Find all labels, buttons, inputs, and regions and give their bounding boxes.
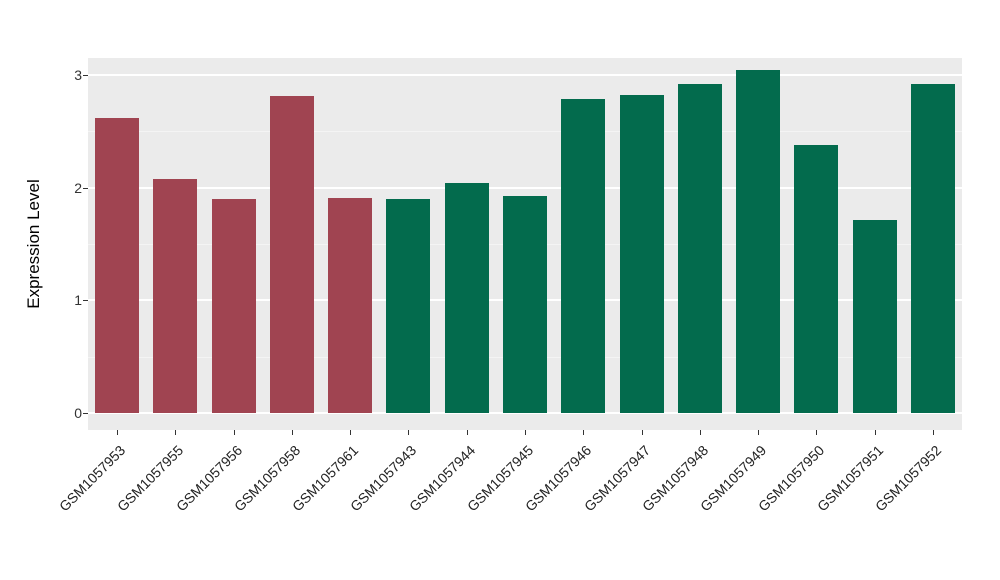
bar-GSM1057945: [503, 195, 547, 413]
y-tick-mark: [83, 413, 88, 414]
x-tick-mark: [816, 430, 817, 435]
x-tick-mark: [933, 430, 934, 435]
x-tick-mark: [292, 430, 293, 435]
bar-GSM1057950: [794, 144, 838, 413]
bar-GSM1057947: [620, 95, 664, 413]
y-axis-title: Expression Level: [24, 179, 43, 309]
bar-GSM1057949: [736, 70, 780, 413]
y-tick-label: 0: [74, 405, 82, 421]
x-tick-mark: [758, 430, 759, 435]
y-tick-mark: [83, 187, 88, 189]
x-tick-mark: [875, 430, 876, 435]
x-tick-mark: [234, 430, 235, 435]
bar-GSM1057944: [445, 183, 489, 413]
x-tick-mark: [700, 430, 701, 435]
x-tick-mark: [467, 430, 468, 435]
y-tick-label: 2: [74, 179, 82, 196]
x-tick-mark: [175, 430, 176, 435]
bar-GSM1057955: [153, 178, 197, 413]
x-tick-mark: [525, 430, 526, 435]
plot-panel: [88, 58, 962, 430]
bar-GSM1057952: [911, 84, 955, 413]
x-tick-mark: [408, 430, 409, 435]
bar-GSM1057958: [270, 96, 314, 413]
x-tick-mark: [350, 430, 351, 435]
gridline-major: [88, 186, 962, 189]
bar-GSM1057948: [678, 84, 722, 413]
y-tick-mark: [83, 75, 88, 76]
gridline-major: [88, 74, 962, 76]
y-tick-label: 3: [74, 67, 82, 83]
bar-GSM1057961: [328, 197, 372, 413]
gridline-major: [88, 412, 962, 414]
gridline-minor: [88, 131, 962, 133]
bar-GSM1057946: [561, 98, 605, 413]
y-tick-mark: [83, 300, 88, 302]
x-tick-mark: [117, 430, 118, 435]
x-tick-mark: [583, 430, 584, 435]
x-tick-mark: [642, 430, 643, 435]
bar-GSM1057943: [386, 198, 430, 413]
bar-GSM1057956: [212, 198, 256, 413]
bar-GSM1057951: [853, 220, 897, 413]
bar-GSM1057953: [95, 117, 139, 413]
y-tick-label: 1: [74, 292, 82, 309]
